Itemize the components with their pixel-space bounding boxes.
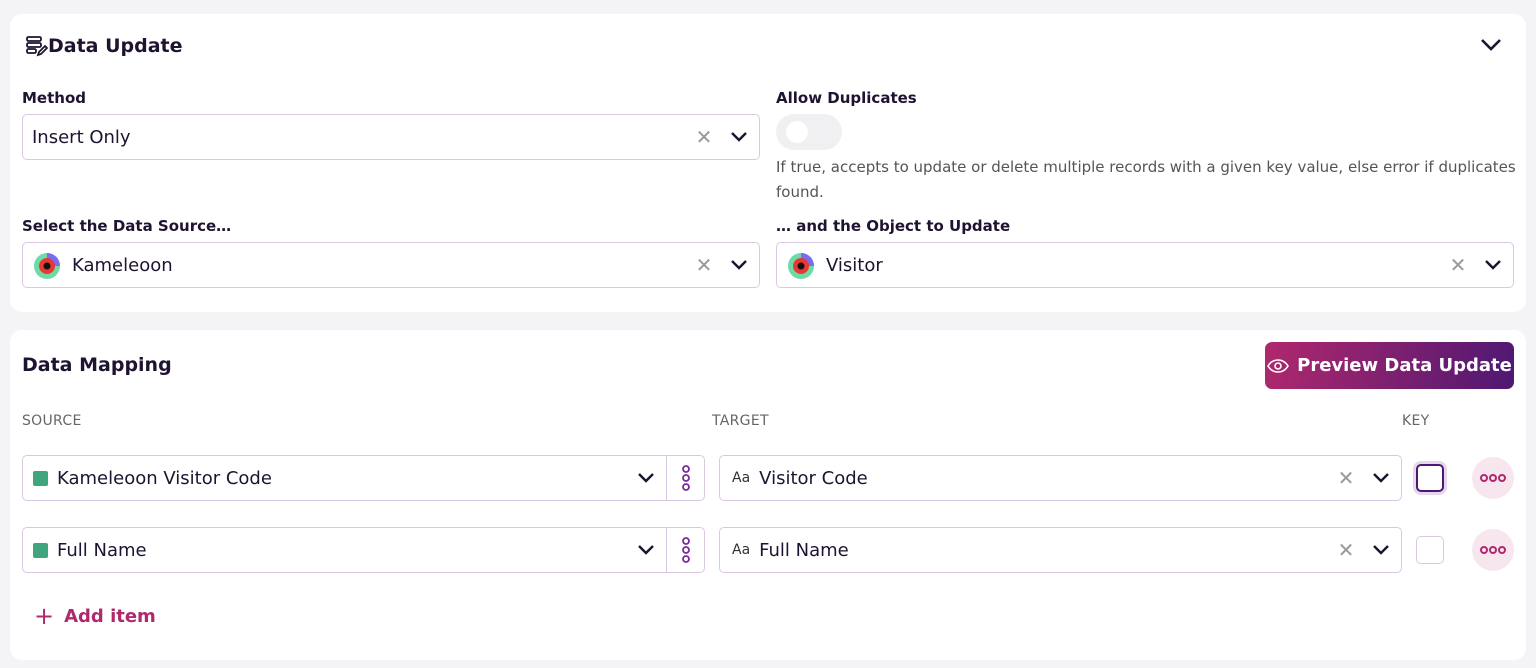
object-label: … and the Object to Update	[776, 217, 1011, 235]
source-label: Select the Data Source…	[22, 217, 232, 235]
text-type-icon: Aa	[732, 470, 751, 486]
data-source-select[interactable]: Kameleoon ✕	[22, 242, 760, 288]
database-edit-icon	[26, 36, 48, 57]
source-options-icon[interactable]	[666, 528, 704, 572]
allow-duplicates-label: Allow Duplicates	[776, 89, 917, 107]
allow-duplicates-toggle[interactable]	[776, 114, 842, 150]
add-item-button[interactable]: + Add item	[34, 602, 156, 630]
data-mapping-card: Data Mapping Preview Data Update SOURCE …	[10, 330, 1526, 660]
column-header-target: TARGET	[712, 413, 769, 429]
object-select[interactable]: Visitor ✕	[776, 242, 1514, 288]
source-options-icon[interactable]	[666, 456, 704, 500]
kameleoon-logo-icon	[34, 253, 60, 279]
data-source-value: Kameleoon	[72, 254, 173, 276]
data-update-header: Data Update	[24, 34, 183, 58]
method-label: Method	[22, 89, 86, 107]
chevron-down-icon[interactable]	[626, 472, 666, 484]
source-field-select[interactable]: Full Name	[22, 527, 705, 573]
preview-data-update-button[interactable]: Preview Data Update	[1265, 342, 1514, 389]
key-checkbox[interactable]	[1416, 464, 1444, 492]
source-field-color-icon	[33, 470, 48, 486]
method-select[interactable]: Insert Only ✕	[22, 114, 760, 160]
source-field-select[interactable]: Kameleoon Visitor Code	[22, 455, 705, 501]
source-field-value: Kameleoon Visitor Code	[57, 467, 272, 489]
chevron-down-icon[interactable]	[626, 544, 666, 556]
clear-icon[interactable]: ✕	[695, 125, 713, 149]
target-field-select[interactable]: Aa Visitor Code ✕	[719, 455, 1402, 501]
target-field-value: Visitor Code	[759, 467, 868, 489]
clear-icon[interactable]: ✕	[1337, 466, 1355, 490]
chevron-down-icon[interactable]	[719, 131, 759, 143]
plus-icon: +	[34, 602, 55, 630]
key-checkbox[interactable]	[1416, 536, 1444, 564]
object-value: Visitor	[826, 254, 883, 276]
chevron-down-icon[interactable]	[719, 259, 759, 271]
column-header-source: SOURCE	[22, 413, 82, 429]
collapse-chevron-icon[interactable]	[1480, 38, 1502, 52]
preview-button-label: Preview Data Update	[1297, 355, 1512, 376]
row-more-button[interactable]	[1472, 457, 1514, 499]
kameleoon-logo-icon	[788, 253, 814, 279]
source-field-value: Full Name	[57, 539, 147, 561]
source-field-color-icon	[33, 542, 48, 558]
more-options-icon	[1480, 546, 1506, 554]
section-title: Data Update	[48, 35, 183, 57]
chevron-down-icon[interactable]	[1361, 544, 1401, 556]
clear-icon[interactable]: ✕	[695, 253, 713, 277]
section-title: Data Mapping	[22, 354, 172, 376]
method-value: Insert Only	[32, 126, 131, 148]
add-item-label: Add item	[64, 605, 156, 627]
allow-duplicates-hint: If true, accepts to update or delete mul…	[776, 158, 1516, 201]
target-field-select[interactable]: Aa Full Name ✕	[719, 527, 1402, 573]
data-update-card: Data Update Method Insert Only ✕ Allow D…	[10, 14, 1526, 312]
more-options-icon	[1480, 474, 1506, 482]
clear-icon[interactable]: ✕	[1337, 538, 1355, 562]
column-header-key: KEY	[1402, 413, 1430, 429]
chevron-down-icon[interactable]	[1473, 259, 1513, 271]
clear-icon[interactable]: ✕	[1449, 253, 1467, 277]
text-type-icon: Aa	[732, 542, 751, 558]
target-field-value: Full Name	[759, 539, 849, 561]
chevron-down-icon[interactable]	[1361, 472, 1401, 484]
row-more-button[interactable]	[1472, 529, 1514, 571]
eye-icon	[1267, 358, 1290, 373]
